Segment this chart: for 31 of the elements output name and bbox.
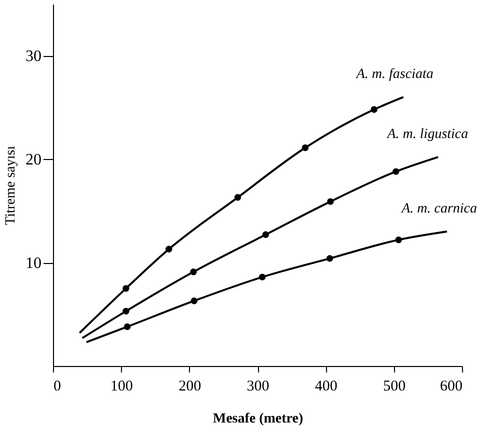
point <box>302 144 309 152</box>
series-label: A. m. fasciata <box>355 67 434 82</box>
point <box>234 194 242 201</box>
x-tick-label: 200 <box>178 378 202 394</box>
point <box>327 198 334 205</box>
point <box>190 297 198 304</box>
point <box>395 236 402 244</box>
point <box>392 168 400 175</box>
y-tick-label: 10 <box>26 255 42 272</box>
x-tick-label: 500 <box>383 378 406 394</box>
x-tick-label: 300 <box>246 378 270 394</box>
point <box>122 308 130 315</box>
point <box>190 268 197 276</box>
x-tick-label: 100 <box>110 378 133 394</box>
point <box>124 323 131 330</box>
point <box>262 231 270 238</box>
point <box>258 274 266 280</box>
y-tick-label: 30 <box>26 48 42 66</box>
point <box>166 246 172 252</box>
point <box>370 106 378 113</box>
series-label: A. m. ligustica <box>386 127 468 142</box>
x-tick-label: 600 <box>440 378 462 394</box>
point <box>122 285 130 292</box>
series-label: A. m. carnica <box>400 202 478 217</box>
line-series <box>85 230 448 344</box>
x-axis-title: Mesafe (metre) <box>212 412 304 426</box>
y-axis-title: Titreme sayısı <box>4 146 18 226</box>
point <box>326 255 334 262</box>
y-tick-label: 20 <box>26 152 42 169</box>
x-tick-label: 400 <box>314 378 338 394</box>
x-tick-label: 0 <box>54 378 61 394</box>
